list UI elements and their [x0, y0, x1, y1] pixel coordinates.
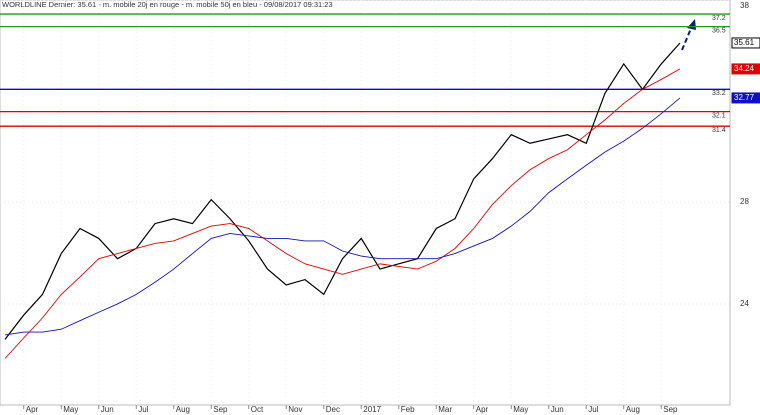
value-box-label: 32.77	[734, 93, 755, 102]
x-tick-label: 2017	[363, 405, 381, 414]
x-tick-label: Sep	[663, 405, 678, 414]
plot-frame	[0, 0, 731, 406]
series-line	[4, 97, 681, 336]
value-box	[731, 92, 760, 104]
level-label: 33.2	[712, 90, 726, 97]
level-label: 31.4	[712, 127, 726, 134]
x-tick-label: Jul	[138, 405, 148, 414]
value-box	[731, 37, 760, 49]
value-box-label: 35.61	[734, 38, 755, 47]
level-label: 32.1	[712, 112, 726, 119]
value-box	[731, 63, 760, 75]
x-tick-label: Apr	[476, 405, 489, 414]
series-line	[4, 68, 681, 359]
x-tick-label: Dec	[326, 405, 340, 414]
x-tick-label: Aug	[626, 405, 640, 414]
y-tick-label: 38	[740, 1, 749, 10]
chart-title: WORLDLINE Dernier: 35.61 - m. mobile 20j…	[2, 0, 333, 9]
x-tick-label: Jun	[551, 405, 564, 414]
x-tick-label: Feb	[401, 405, 415, 414]
x-tick-label: Nov	[288, 405, 302, 414]
x-tick-label: Aug	[176, 405, 190, 414]
y-tick-label: 28	[740, 197, 749, 206]
series-line	[4, 42, 681, 340]
y-tick-label: 24	[740, 299, 749, 308]
level-label: 37.2	[712, 15, 726, 22]
value-box-label: 34.24	[734, 64, 755, 73]
level-label: 36.5	[712, 27, 726, 34]
x-tick-label: Jun	[101, 405, 114, 414]
x-tick-label: May	[513, 405, 528, 414]
x-tick-label: Jul	[588, 405, 598, 414]
x-tick-label: Apr	[26, 405, 39, 414]
x-tick-label: Mar	[438, 405, 452, 414]
x-tick-label: Oct	[251, 405, 264, 414]
x-tick-label: May	[63, 405, 78, 414]
x-tick-label: Sep	[213, 405, 228, 414]
